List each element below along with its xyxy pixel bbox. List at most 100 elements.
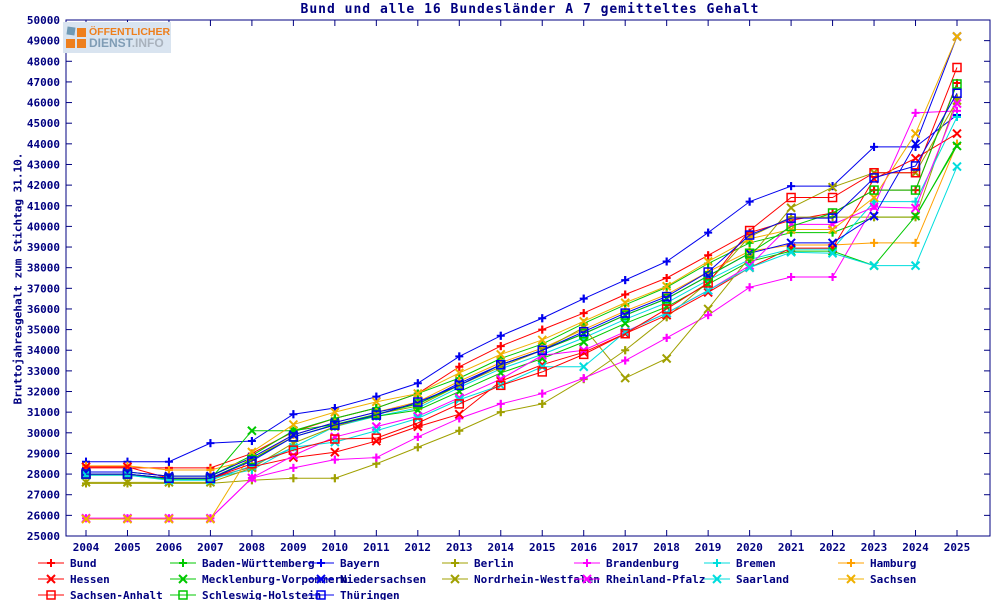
- y-tick-label: 41000: [27, 200, 60, 213]
- legend-label: Sachsen-Anhalt: [70, 589, 163, 600]
- marker-cross: [703, 256, 713, 267]
- marker-cross: [910, 203, 921, 213]
- legend-item-berlin: [442, 559, 468, 567]
- marker-square: [827, 208, 838, 218]
- legend-item-bund: [38, 559, 64, 567]
- series-line: [86, 166, 958, 481]
- marker-cross: [46, 574, 56, 584]
- marker-square: [620, 308, 630, 318]
- marker-cross: [952, 161, 962, 172]
- x-tick-label: 2006: [156, 541, 183, 554]
- marker-square: [330, 434, 340, 444]
- series-line: [86, 83, 958, 479]
- x-tick-label: 2007: [197, 541, 224, 554]
- x-tick-label: 2018: [653, 541, 680, 554]
- series-brandenburg: [82, 106, 961, 523]
- legend-item-baden-w-rttemberg: [170, 559, 196, 567]
- marker-square: [703, 278, 713, 288]
- x-tick-label: 2010: [322, 541, 349, 554]
- y-tick-label: 33000: [27, 365, 60, 378]
- marker-square: [164, 473, 174, 483]
- x-tick-label: 2025: [944, 541, 971, 554]
- y-tick-label: 38000: [27, 262, 60, 275]
- marker-cross: [178, 574, 188, 584]
- marker-square: [952, 79, 962, 89]
- marker-cross: [910, 139, 921, 149]
- series-line: [86, 100, 958, 483]
- series-line: [86, 103, 958, 519]
- y-tick-label: 27000: [27, 489, 60, 502]
- marker-cross: [786, 247, 796, 257]
- series-line: [86, 98, 958, 484]
- legend-label: Saarland: [736, 573, 789, 586]
- x-tick-label: 2008: [239, 541, 266, 554]
- marker-square: [620, 328, 630, 339]
- y-tick-label: 50000: [27, 14, 60, 27]
- marker-square: [869, 173, 879, 183]
- marker-square: [454, 399, 465, 409]
- marker-square: [247, 456, 257, 466]
- marker-square: [952, 88, 962, 99]
- marker-square: [288, 432, 299, 442]
- marker-cross: [450, 574, 460, 584]
- marker-cross: [869, 260, 879, 271]
- series-saarland: [81, 161, 962, 485]
- marker-cross: [316, 574, 326, 584]
- marker-cross: [579, 337, 589, 347]
- series-bund: [82, 78, 961, 472]
- legend-item-schleswig-holstein: [170, 590, 196, 600]
- marker-square: [786, 213, 796, 223]
- logo-text-line2: DIENST.INFO: [89, 35, 164, 50]
- marker-cross: [786, 203, 796, 213]
- marker-cross: [620, 298, 630, 308]
- marker-cross: [247, 473, 257, 483]
- y-tick-label: 49000: [27, 35, 60, 48]
- marker-cross: [579, 362, 589, 372]
- series-line: [86, 116, 958, 479]
- x-tick-label: 2004: [73, 541, 100, 554]
- marker-cross: [582, 574, 592, 584]
- marker-square: [288, 445, 299, 455]
- series-line: [86, 145, 958, 480]
- legend-item-bremen: [704, 559, 730, 567]
- marker-cross: [952, 128, 962, 139]
- legend-item-hamburg: [838, 559, 864, 567]
- legend-label: Sachsen: [870, 573, 916, 586]
- y-tick-label: 36000: [27, 303, 60, 316]
- series-rheinland-pfalz: [81, 98, 962, 523]
- x-tick-label: 2019: [695, 541, 722, 554]
- marker-cross: [205, 514, 216, 524]
- legend-label: Rheinland-Pfalz: [606, 573, 705, 586]
- marker-square: [496, 359, 506, 370]
- legend-label: Mecklenburg-Vorpommern: [202, 573, 348, 586]
- series-line: [86, 82, 958, 469]
- marker-square: [537, 345, 547, 355]
- marker-square: [910, 185, 921, 195]
- y-tick-label: 34000: [27, 344, 60, 357]
- marker-cross: [827, 182, 838, 192]
- legend-label: Hamburg: [870, 557, 916, 570]
- plot-border: [65, 19, 991, 537]
- marker-cross: [122, 477, 133, 488]
- x-tick-label: 2016: [570, 541, 597, 554]
- legend-label: Nordrhein-Westfalen: [474, 573, 600, 586]
- series-nordrhein-westfalen: [81, 95, 962, 488]
- marker-square: [122, 469, 133, 479]
- marker-cross: [786, 238, 796, 248]
- x-tick-label: 2014: [488, 541, 515, 554]
- legend-item-hessen: [38, 574, 64, 584]
- marker-cross: [910, 211, 921, 221]
- legend-label: Bayern: [340, 557, 380, 570]
- marker-square: [413, 397, 423, 407]
- series-line: [86, 110, 958, 519]
- series-th-ringen: [81, 88, 962, 483]
- marker-square: [869, 167, 879, 178]
- legend-label: Hessen: [70, 573, 110, 586]
- marker-cross: [537, 362, 547, 372]
- y-tick-label: 40000: [27, 220, 60, 233]
- legend-label: Berlin: [474, 557, 514, 570]
- y-tick-label: 32000: [27, 386, 60, 399]
- marker-square: [744, 248, 755, 258]
- x-tick-label: 2023: [861, 541, 888, 554]
